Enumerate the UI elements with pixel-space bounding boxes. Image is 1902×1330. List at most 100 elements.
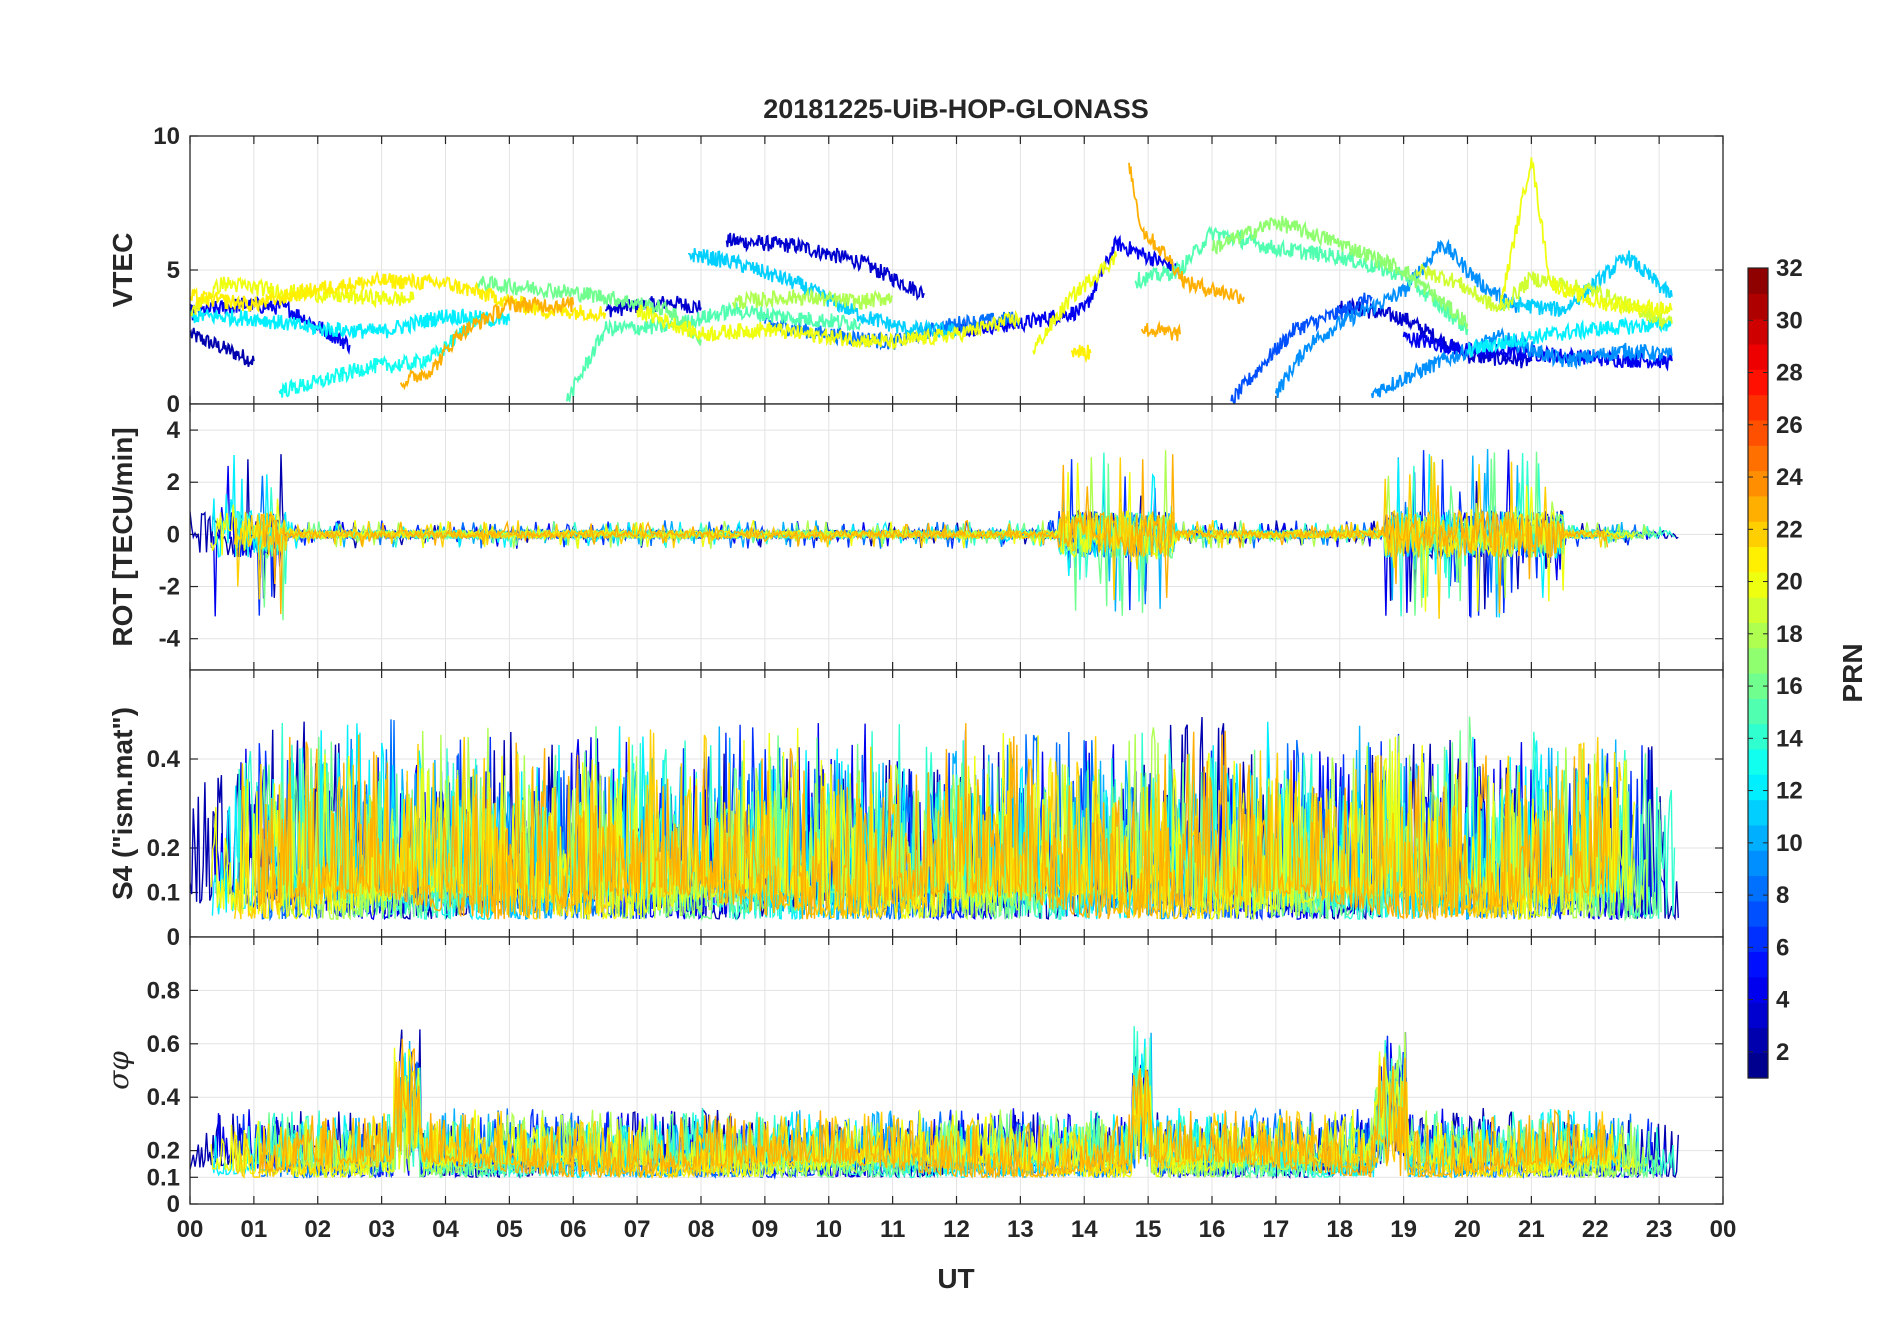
y-tick-label: 0.8 — [147, 977, 180, 1004]
vtec-line-prn-12 — [1466, 315, 1673, 358]
colorbar-swatch — [1748, 495, 1768, 522]
colorbar-tick-label: 28 — [1776, 360, 1803, 387]
colorbar-swatch — [1748, 470, 1768, 497]
colorbar-swatch — [1748, 571, 1768, 598]
y-tick-label: 4 — [167, 417, 181, 444]
colorbar-tick-label: 20 — [1776, 569, 1803, 596]
colorbar-tick-label: 22 — [1776, 516, 1803, 543]
x-tick-label: 12 — [943, 1216, 970, 1243]
rot-line-prn-23 — [257, 454, 1609, 615]
rot-line-prn-16 — [258, 451, 1662, 621]
vtec-line-prn-17 — [1211, 215, 1469, 331]
vtec-line-prn-11 — [1498, 250, 1673, 317]
colorbar-swatch — [1748, 268, 1768, 294]
sigma-line-prn-20 — [210, 1044, 1635, 1179]
vtec-line-prn-7 — [1230, 292, 1373, 404]
vtec-line-prn-9 — [1275, 238, 1520, 399]
y-tick-label: 0 — [167, 924, 180, 951]
vtec-line-prn-23 — [1140, 320, 1181, 342]
panel-vtec: 0 5 10 VTEC — [107, 123, 1724, 418]
vtec-line-prn-16 — [476, 275, 702, 346]
y-tick-label: 10 — [153, 123, 180, 150]
x-tick-label: 11 — [880, 1216, 905, 1243]
colorbar-swatch — [1748, 369, 1768, 396]
vtec-line-prn-23 — [1128, 162, 1245, 305]
panel-rot: -4 -2 0 2 4 ROT [TECU/min] — [107, 403, 1724, 671]
y-tick-label: -4 — [159, 626, 181, 653]
y-axis-label: VTEC — [107, 233, 138, 308]
y-tick-label: 0 — [167, 1191, 180, 1218]
colorbar-swatch — [1748, 748, 1768, 775]
panel-sigma: 00.10.2 0.4 0.6 0.8 σφ — [102, 936, 1724, 1218]
x-tick-label: 08 — [688, 1216, 715, 1243]
colorbar-swatch — [1748, 850, 1768, 877]
x-tick-label: 04 — [432, 1216, 459, 1243]
colorbar-swatch — [1748, 1002, 1768, 1028]
colorbar-swatch — [1748, 318, 1768, 345]
vtec-line-prn-20 — [190, 276, 415, 317]
colorbar-swatch — [1748, 774, 1768, 801]
colorbar-swatch — [1748, 521, 1768, 548]
vtec-line-prn-23 — [399, 295, 575, 391]
vtec-line-prn-21 — [1070, 344, 1092, 364]
vtec-line-prn-20 — [1032, 251, 1118, 355]
y-tick-label: 0.1 — [147, 1164, 180, 1191]
vtec-line-prn-18 — [732, 287, 893, 310]
colorbar-tick-label: 4 — [1776, 987, 1790, 1014]
x-tick-label: 16 — [1199, 1216, 1226, 1243]
series-group — [190, 1026, 1679, 1180]
colorbar-tick-label: 18 — [1776, 621, 1803, 648]
rot-line-prn-2 — [190, 454, 1679, 610]
s4-line-prn-23 — [257, 723, 1609, 921]
x-tick-label: 09 — [752, 1216, 779, 1243]
x-tick-label: 01 — [241, 1216, 268, 1243]
colorbar-frame — [1747, 267, 1769, 1079]
vtec-line-prn-15 — [566, 301, 861, 403]
colorbar-tick-label: 32 — [1776, 255, 1803, 282]
vtec-line-prn-12 — [190, 308, 511, 339]
panel-s4: 0 0.1 0.2 0.4 S4 ("ism.mat") — [107, 669, 1724, 951]
colorbar-swatch — [1748, 1027, 1768, 1054]
y-tick-label: 0.4 — [147, 1084, 181, 1111]
colorbar-tick-label: 12 — [1776, 778, 1803, 805]
colorbar-tick-label: 16 — [1776, 673, 1803, 700]
vtec-line-prn-3 — [605, 295, 702, 318]
x-tick-label: 05 — [496, 1216, 523, 1243]
vtec-line-prn-2 — [190, 327, 255, 367]
colorbar-tick-label: 24 — [1776, 464, 1803, 491]
colorbar-swatch — [1748, 394, 1768, 421]
series-group — [190, 716, 1679, 922]
vtec-line-prn-3 — [725, 232, 925, 301]
colorbar-swatch — [1748, 900, 1768, 927]
series-group — [190, 157, 1673, 404]
y-tick-label: -2 — [159, 574, 180, 601]
x-tick-label: 03 — [368, 1216, 395, 1243]
colorbar-tick-label: 2 — [1776, 1039, 1789, 1066]
colorbar-swatch — [1748, 673, 1768, 699]
y-tick-label: 0 — [167, 521, 180, 548]
colorbar-swatch — [1748, 723, 1768, 750]
colorbar-tick-label: 10 — [1776, 830, 1803, 857]
colorbar-tick-label: 14 — [1776, 725, 1803, 752]
colorbar-swatch — [1748, 926, 1768, 953]
y-axis-label: σφ — [102, 1051, 135, 1090]
sigma-line-prn-22 — [234, 1057, 1622, 1180]
colorbar-swatch — [1748, 445, 1768, 472]
y-axis-label: ROT [TECU/min] — [107, 427, 138, 646]
colorbar-tick-label: 30 — [1776, 307, 1803, 334]
y-axis-label: S4 ("ism.mat") — [107, 707, 138, 900]
y-tick-label: 0.1 — [147, 880, 180, 907]
x-axis-label: UT — [937, 1263, 974, 1294]
colorbar-swatch — [1748, 824, 1768, 851]
x-tick-label: 00 — [1710, 1216, 1737, 1243]
colorbar-swatch — [1748, 647, 1768, 674]
colorbar-swatch — [1748, 343, 1768, 370]
colorbar-swatch — [1748, 951, 1768, 978]
y-tick-label: 5 — [167, 257, 180, 284]
y-tick-label: 0 — [167, 391, 180, 418]
x-tick-label: 18 — [1326, 1216, 1353, 1243]
x-tick-label: 20 — [1454, 1216, 1481, 1243]
vtec-line-prn-20 — [1498, 157, 1673, 319]
x-tick-label: 00 — [177, 1216, 204, 1243]
